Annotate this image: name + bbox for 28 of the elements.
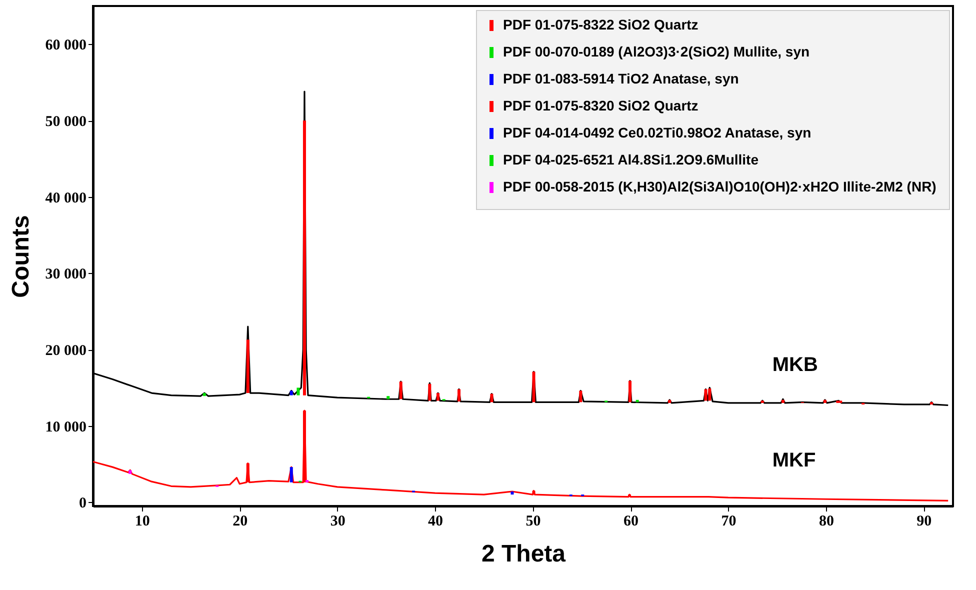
x-tick-label: 90 [916,514,932,530]
x-tick-label: 70 [721,514,736,530]
x-tick-label: 80 [818,514,834,530]
legend-label: PDF 01-083-5914 TiO2 Anatase, syn [503,70,739,86]
legend-label: PDF 01-075-8320 SiO2 Quartz [503,98,698,114]
y-tick-label: 0 [79,496,86,512]
x-tick-label: 50 [526,514,541,530]
annotation: MKF [772,450,816,472]
legend-label: PDF 00-070-0189 (Al2O3)3·2(SiO2) Mullite, syn [503,44,810,60]
x-tick-label: 20 [232,514,248,530]
annotation: MKB [772,354,818,376]
x-tick-label: 30 [330,514,346,530]
y-axis-title: Counts [7,215,34,298]
y-tick-label: 40 000 [45,190,86,206]
line-series [93,410,949,502]
legend-label: PDF 00-058-2015 (K,H30)Al2(Si3Al)O10(OH)2·xH2O Illite-2M2 (NR) [503,178,936,194]
x-tick-label: 60 [624,514,638,530]
legend-label: PDF 04-014-0492 Ce0.02Ti0.98O2 Anatase, syn [503,124,812,140]
y-tick-label: 20 000 [45,343,86,360]
x-tick-label: 10 [134,514,150,530]
y-tick-label: 60 000 [45,38,86,54]
y-tick-label: 50 000 [45,114,86,130]
y-tick-label: 30 000 [45,266,86,283]
x-axis-title: 2 Theta [481,540,566,568]
y-tick-label: 10 000 [45,419,86,436]
legend-label: PDF 01-075-8322 SiO2 Quartz [503,16,698,32]
x-tick-label: 40 [428,514,444,530]
legend-label: PDF 04-025-6521 Al4.8Si1.2O9.6Mullite [503,152,759,168]
